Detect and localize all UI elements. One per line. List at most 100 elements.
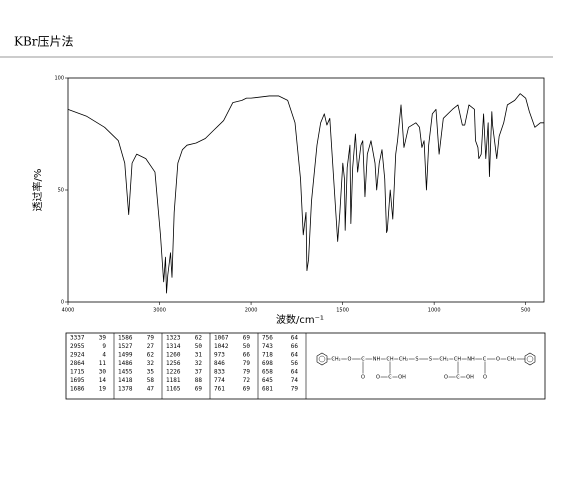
peak-transmittance: 64 (291, 335, 299, 342)
side-atom: O (361, 375, 365, 381)
peak-wavenumber: 1256 (166, 360, 181, 367)
peak-wavenumber: 973 (214, 352, 225, 359)
side-atom: O (376, 375, 380, 381)
peak-wavenumber: 1181 (166, 377, 181, 384)
peak-transmittance: 69 (243, 386, 251, 393)
peak-transmittance: 39 (99, 335, 107, 342)
peak-transmittance: 11 (99, 360, 107, 367)
side-atom: C (456, 375, 460, 381)
peak-transmittance: 62 (147, 352, 155, 359)
x-tick-label: 1000 (428, 308, 441, 314)
chain-atom: CH₂ (439, 357, 448, 363)
chain-atom: CH₂ (399, 357, 408, 363)
x-tick-label: 2000 (245, 308, 258, 314)
peak-wavenumber: 1715 (70, 369, 85, 376)
chain-atom: CH₂ (331, 357, 340, 363)
x-tick-label: 3000 (153, 308, 166, 314)
chain-atom: CH₂ (507, 357, 516, 363)
peak-wavenumber: 1260 (166, 352, 181, 359)
table-frame (65, 332, 546, 400)
benzene-ring (316, 352, 328, 366)
peak-transmittance: 64 (291, 369, 299, 376)
peak-transmittance: 79 (243, 360, 251, 367)
chain-atom: O (348, 357, 352, 363)
benzene-ring (524, 352, 536, 366)
benzene-ring (526, 355, 534, 363)
peak-wavenumber: 761 (214, 386, 225, 393)
peak-transmittance: 79 (243, 369, 251, 376)
chain-atom: S (415, 357, 418, 363)
x-tick-label: 1500 (336, 308, 349, 314)
benzene-ring (318, 355, 326, 363)
peak-wavenumber: 1226 (166, 369, 181, 376)
peak-wavenumber: 1042 (214, 343, 229, 350)
peak-wavenumber: 1067 (214, 335, 229, 342)
peak-transmittance: 31 (195, 352, 203, 359)
peak-transmittance: 66 (243, 352, 251, 359)
peak-transmittance: 47 (147, 386, 155, 393)
x-tick-label: 500 (521, 308, 531, 314)
plot-frame (67, 77, 545, 303)
peak-transmittance: 69 (243, 335, 251, 342)
peak-transmittance: 27 (147, 343, 155, 350)
peak-transmittance: 37 (195, 369, 203, 376)
peak-wavenumber: 1527 (118, 343, 133, 350)
peak-wavenumber: 1586 (118, 335, 133, 342)
peak-wavenumber: 2955 (70, 343, 85, 350)
chain-atom: C (483, 357, 487, 363)
side-atom: C (388, 375, 392, 381)
peak-wavenumber: 846 (214, 360, 225, 367)
peak-transmittance: 74 (291, 377, 299, 384)
peak-transmittance: 62 (195, 335, 203, 342)
peak-transmittance: 35 (147, 369, 155, 376)
peak-wavenumber: 1378 (118, 386, 133, 393)
peak-transmittance: 50 (195, 343, 203, 350)
chain-atom: NH (373, 357, 381, 363)
side-atom: OH (398, 375, 406, 381)
peak-transmittance: 32 (195, 360, 203, 367)
peak-transmittance: 58 (147, 377, 155, 384)
x-tick-label: 4000 (62, 308, 75, 314)
peak-transmittance: 30 (99, 369, 107, 376)
chain-atom: O (496, 357, 500, 363)
peak-wavenumber: 2924 (70, 352, 85, 359)
peak-transmittance: 79 (291, 386, 299, 393)
spectrum-line (67, 93, 544, 294)
peak-transmittance: 14 (99, 377, 107, 384)
peak-wavenumber: 1455 (118, 369, 133, 376)
peak-wavenumber: 1686 (70, 386, 85, 393)
page-title: KBr压片法 (14, 35, 74, 49)
peak-transmittance: 9 (102, 343, 106, 350)
peak-wavenumber: 698 (262, 360, 273, 367)
side-atom: O (444, 375, 448, 381)
peak-wavenumber: 2864 (70, 360, 85, 367)
peak-wavenumber: 743 (262, 343, 273, 350)
side-atom: O (483, 375, 487, 381)
peak-wavenumber: 1418 (118, 377, 133, 384)
peak-transmittance: 69 (195, 386, 203, 393)
peak-transmittance: 88 (195, 377, 203, 384)
side-atom: OH (466, 375, 474, 381)
peak-transmittance: 72 (243, 377, 251, 384)
peak-wavenumber: 833 (214, 369, 225, 376)
peak-wavenumber: 1695 (70, 377, 85, 384)
chain-atom: C (361, 357, 365, 363)
peak-wavenumber: 1486 (118, 360, 133, 367)
peak-transmittance: 64 (291, 352, 299, 359)
chain-atom: CH (454, 357, 461, 363)
chain-atom: CH (386, 357, 393, 363)
peak-wavenumber: 1499 (118, 352, 133, 359)
peak-wavenumber: 1314 (166, 343, 181, 350)
peak-transmittance: 4 (102, 352, 106, 359)
peak-transmittance: 79 (147, 335, 155, 342)
x-axis-label: 波数/cm⁻¹ (276, 313, 324, 326)
peak-transmittance: 32 (147, 360, 155, 367)
peak-wavenumber: 1323 (166, 335, 181, 342)
y-axis-label: 透过率/% (31, 169, 44, 212)
peak-transmittance: 56 (291, 360, 299, 367)
peak-transmittance: 50 (243, 343, 251, 350)
peak-transmittance: 66 (291, 343, 299, 350)
chain-atom: S (429, 357, 432, 363)
y-tick-label: 100 (54, 76, 64, 82)
